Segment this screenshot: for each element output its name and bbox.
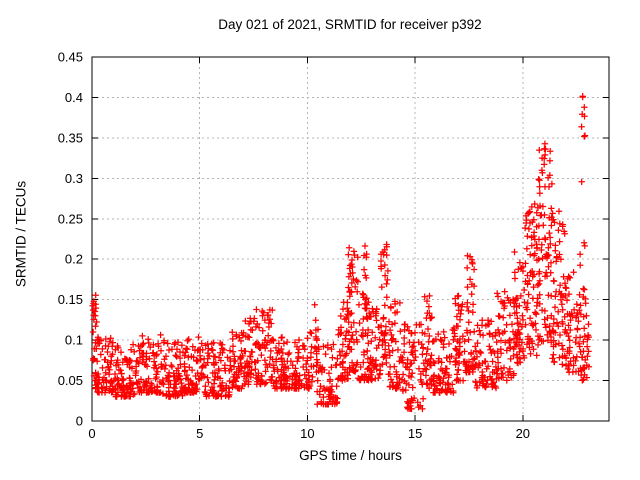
- y-tick-label: 0.2: [65, 252, 83, 267]
- y-tick-label: 0.25: [58, 211, 83, 226]
- y-tick-label: 0: [76, 414, 83, 429]
- plot-border: [91, 56, 610, 422]
- x-tick-label: 5: [196, 426, 203, 441]
- y-tick-label: 0.1: [65, 333, 83, 348]
- x-axis-label: GPS time / hours: [299, 448, 402, 463]
- y-tick-label: 0.4: [65, 90, 83, 105]
- y-tick-label: 0.3: [65, 171, 83, 186]
- y-tick-label: 0.15: [58, 292, 83, 307]
- grid-lines: [92, 57, 609, 421]
- x-tick-label: 20: [516, 426, 530, 441]
- x-tick-label: 10: [300, 426, 314, 441]
- x-tick-label: 0: [88, 426, 95, 441]
- data-points: [89, 93, 593, 413]
- y-tick-label: 0.45: [58, 50, 83, 65]
- x-tick-label: 15: [408, 426, 422, 441]
- chart-title: Day 021 of 2021, SRMTID for receiver p39…: [218, 17, 482, 32]
- y-tick-label: 0.05: [58, 373, 83, 388]
- y-tick-label: 0.35: [58, 130, 83, 145]
